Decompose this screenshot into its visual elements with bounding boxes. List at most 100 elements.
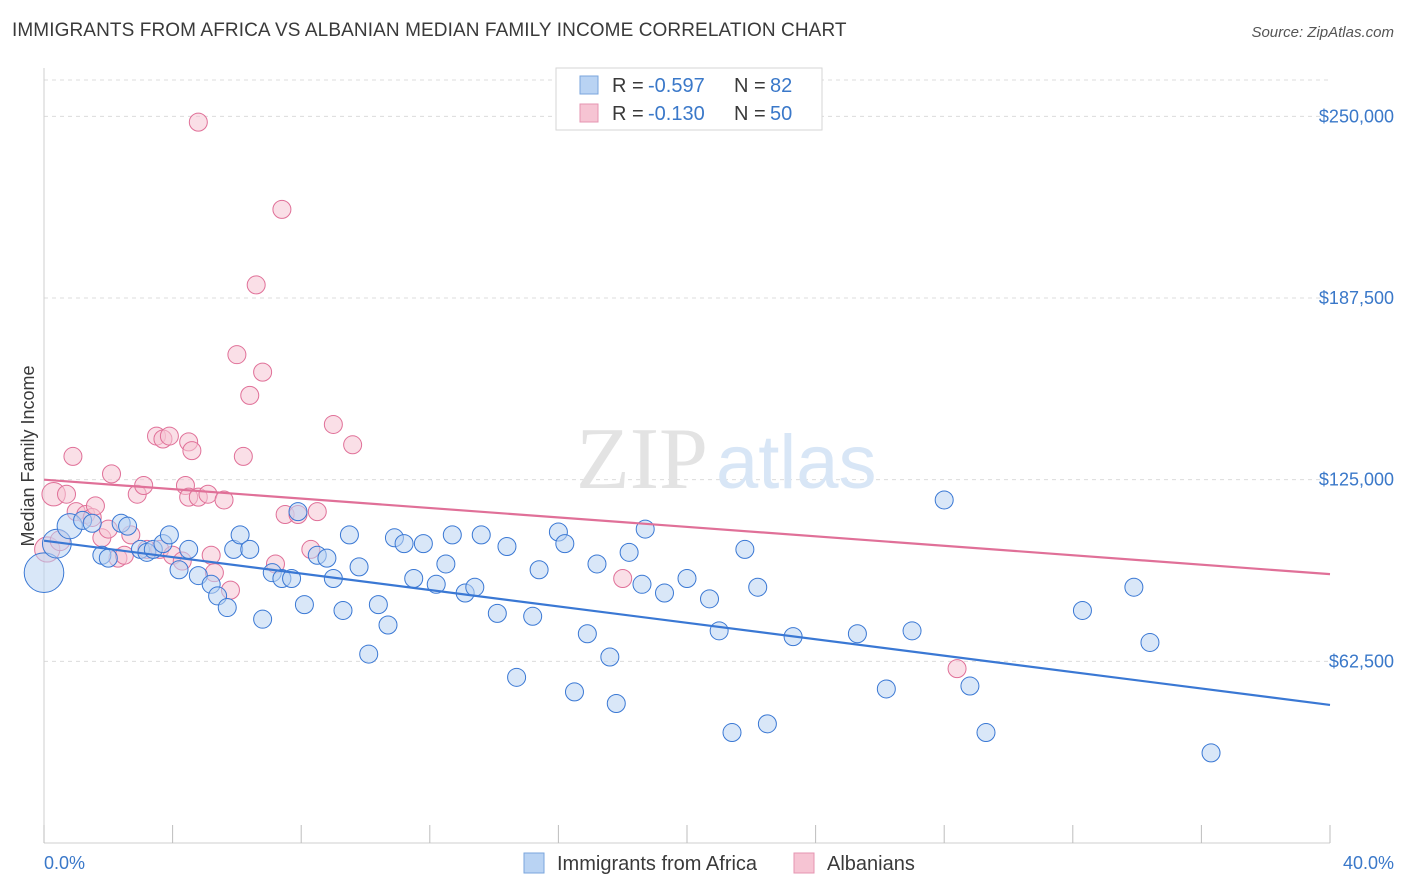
y-tick-label: $250,000 <box>1319 106 1394 126</box>
data-points <box>23 112 1221 763</box>
legend-r-label-blue: R = <box>612 75 644 97</box>
data-point <box>722 723 742 743</box>
data-point <box>240 539 260 559</box>
data-point <box>632 574 652 594</box>
data-point <box>198 484 218 504</box>
data-point <box>159 525 179 545</box>
stats-legend-box <box>555 67 823 131</box>
data-point <box>413 534 433 554</box>
data-point <box>757 714 777 734</box>
data-point <box>487 603 507 623</box>
series-legend-swatch-blue <box>523 852 545 874</box>
data-point <box>159 426 179 446</box>
y-tick-labels: $62,500 $125,000 $187,500 $250,000 <box>1319 106 1394 671</box>
data-point <box>960 676 980 696</box>
legend-n-value-blue: 82 <box>770 75 792 97</box>
data-point <box>240 385 260 405</box>
data-point <box>179 539 199 559</box>
data-point <box>246 275 266 295</box>
data-point <box>82 513 102 533</box>
data-point <box>230 525 250 545</box>
data-point <box>333 600 353 620</box>
data-point <box>349 557 369 577</box>
data-point <box>378 615 398 635</box>
data-point <box>426 574 446 594</box>
data-point <box>677 568 697 588</box>
series-legend-label-pink: Albanians <box>827 853 915 875</box>
data-point <box>233 446 253 466</box>
data-point <box>253 362 273 382</box>
data-point <box>700 589 720 609</box>
data-point <box>102 464 122 484</box>
y-tick-label: $125,000 <box>1319 470 1394 490</box>
data-point <box>394 534 414 554</box>
y-tick-label: $187,500 <box>1319 288 1394 308</box>
data-point <box>404 568 424 588</box>
data-point <box>323 414 343 434</box>
legend-r-value-pink: -0.130 <box>648 103 705 125</box>
legend-n-label-blue: N = <box>734 75 766 97</box>
data-point <box>497 537 517 557</box>
data-point <box>735 539 755 559</box>
data-point <box>272 199 292 219</box>
legend-n-label-pink: N = <box>734 103 766 125</box>
data-point <box>619 542 639 562</box>
data-point <box>317 548 337 568</box>
data-point <box>368 595 388 615</box>
data-point <box>339 525 359 545</box>
axes <box>43 68 1331 844</box>
trend-line <box>43 539 1331 707</box>
series-legend-swatch-pink <box>793 852 815 874</box>
legend-r-value-blue: -0.597 <box>648 75 705 97</box>
legend-swatch-pink <box>579 103 599 123</box>
data-point <box>587 554 607 574</box>
data-point <box>359 644 379 664</box>
data-point <box>1124 577 1144 597</box>
legend-r-label-pink: R = <box>612 103 644 125</box>
data-point <box>577 624 597 644</box>
series-legend-label-blue: Immigrants from Africa <box>557 853 758 875</box>
trend-lines <box>43 478 1331 707</box>
series-legend: Immigrants from Africa Albanians <box>523 852 915 875</box>
data-point <box>748 577 768 597</box>
data-point <box>343 435 363 455</box>
data-point <box>847 624 867 644</box>
source-label: Source: ZipAtlas.com <box>1251 24 1394 41</box>
watermark: ZIP atlas <box>576 411 877 508</box>
data-point <box>307 502 327 522</box>
data-point <box>85 496 105 516</box>
y-axis-title: Median Family Income <box>18 365 38 546</box>
data-point <box>564 682 584 702</box>
data-point <box>600 647 620 667</box>
data-point <box>471 525 491 545</box>
data-point <box>294 595 314 615</box>
data-point <box>57 484 77 504</box>
data-point <box>227 345 247 365</box>
data-point <box>442 525 462 545</box>
legend-swatch-blue <box>579 75 599 95</box>
legend-n-value-pink: 50 <box>770 103 792 125</box>
data-point <box>217 598 237 618</box>
data-point <box>436 554 456 574</box>
data-point <box>606 693 626 713</box>
data-point <box>1140 632 1160 652</box>
data-point <box>876 679 896 699</box>
data-point <box>169 560 189 580</box>
data-point <box>23 552 65 593</box>
stats-legend: R = -0.597 N = 82 R = -0.130 N = 50 <box>555 67 823 131</box>
x-tick-label-min: 0.0% <box>44 853 85 873</box>
data-point <box>118 516 138 536</box>
data-point <box>188 112 208 132</box>
data-point <box>947 659 967 679</box>
chart-title: IMMIGRANTS FROM AFRICA VS ALBANIAN MEDIA… <box>12 20 847 41</box>
data-point <box>976 723 996 743</box>
trend-line <box>43 478 1331 576</box>
data-point <box>253 609 273 629</box>
watermark-zip: ZIP <box>576 411 708 508</box>
data-point <box>214 490 234 510</box>
data-point <box>555 534 575 554</box>
data-point <box>529 560 549 580</box>
data-point <box>523 606 543 626</box>
data-point <box>1201 743 1221 763</box>
